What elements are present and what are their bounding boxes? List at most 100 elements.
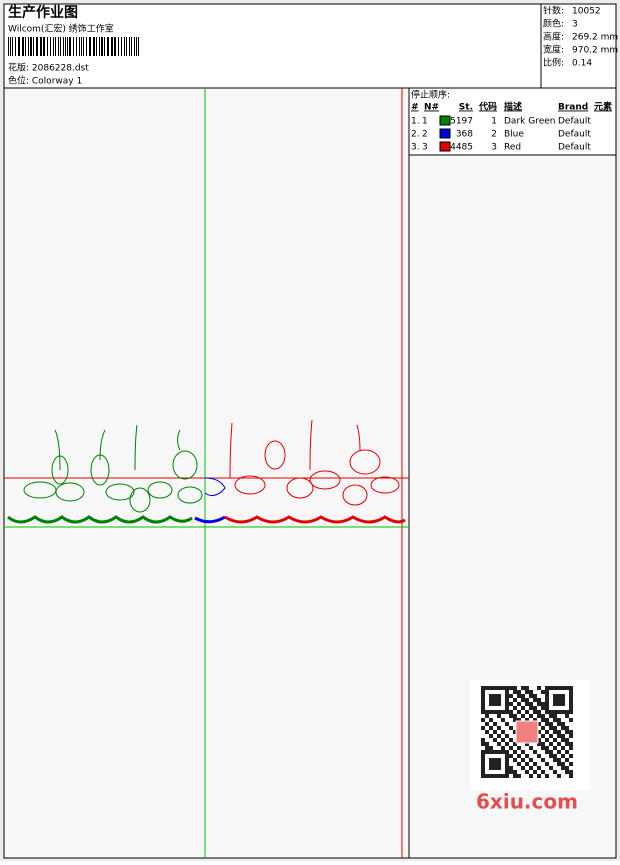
qr-cell — [549, 754, 553, 758]
bar — [50, 37, 51, 56]
qr-cell — [553, 686, 557, 690]
qr-cell — [509, 686, 513, 690]
qr-cell — [497, 742, 501, 746]
qr-cell — [505, 758, 509, 762]
qr-cell — [541, 714, 545, 718]
qr-cell — [513, 718, 517, 722]
qr-cell — [493, 750, 497, 754]
bar — [73, 37, 74, 56]
qr-cell — [517, 746, 521, 750]
qr-cell — [485, 742, 489, 746]
qr-cell — [481, 758, 485, 762]
qr-cell — [501, 750, 505, 754]
qr-cell — [497, 758, 501, 762]
flower — [204, 477, 226, 497]
qr-cell — [525, 702, 529, 706]
qr-cell — [489, 734, 493, 738]
bar — [67, 37, 68, 56]
qr-cell — [505, 766, 509, 770]
column-header: 描述 — [504, 101, 522, 113]
row-index: 3. — [411, 143, 420, 153]
qr-cell — [529, 714, 533, 718]
qr-cell — [537, 754, 541, 758]
qr-cell — [505, 750, 509, 754]
qr-cell — [509, 766, 513, 770]
qr-cell — [557, 686, 561, 690]
qr-cell — [549, 734, 553, 738]
bar — [136, 37, 137, 56]
qr-cell — [485, 710, 489, 714]
row-number: 2 — [422, 130, 428, 140]
bar — [121, 37, 122, 56]
qr-cell — [553, 718, 557, 722]
qr-cell — [569, 730, 573, 734]
bar — [138, 37, 139, 56]
qr-cell — [485, 774, 489, 778]
qr-cell — [545, 738, 549, 742]
qr-cell — [553, 754, 557, 758]
qr-cell — [485, 714, 489, 718]
bar — [86, 37, 87, 56]
qr-cell — [489, 750, 493, 754]
qr-cell — [565, 726, 569, 730]
title: 生产作业图 — [8, 4, 78, 21]
qr-cell — [505, 686, 509, 690]
column-header: 元素 — [594, 101, 612, 113]
qr-cell — [501, 686, 505, 690]
column-header: 代码 — [478, 101, 497, 113]
qr-cell — [493, 694, 497, 698]
qr-cell — [537, 698, 541, 702]
qr-cell — [497, 750, 501, 754]
row-number: 1 — [422, 117, 428, 127]
qr-cell — [481, 762, 485, 766]
bar — [131, 37, 132, 56]
color-swatch — [439, 115, 451, 126]
bar — [28, 37, 29, 56]
qr-cell — [529, 766, 533, 770]
scallop — [224, 515, 406, 524]
bar — [55, 37, 56, 56]
qr-cell — [537, 722, 541, 726]
info-value: 3 — [572, 20, 578, 30]
qr-cell — [569, 774, 573, 778]
qr-cell — [541, 702, 545, 706]
qr-cell — [533, 762, 537, 766]
qr-cell — [565, 738, 569, 742]
qr-cell — [553, 694, 557, 698]
qr-cell — [505, 706, 509, 710]
qr-cell — [481, 726, 485, 730]
qr-cell — [513, 686, 517, 690]
qr-cell — [493, 710, 497, 714]
row-index: 1. — [411, 117, 420, 127]
qr-cell — [557, 734, 561, 738]
qr-cell — [489, 766, 493, 770]
qr-cell — [485, 686, 489, 690]
qr-cell — [529, 706, 533, 710]
qr-cell — [485, 722, 489, 726]
row-index: 2. — [411, 130, 420, 140]
qr-cell — [537, 730, 541, 734]
info-label: 比例: — [543, 57, 564, 69]
qr-cell — [549, 714, 553, 718]
qr-cell — [493, 762, 497, 766]
qr-cell — [561, 686, 565, 690]
qr-cell — [569, 706, 573, 710]
stitches: 368 — [456, 130, 473, 140]
bar — [83, 37, 84, 56]
qr-cell — [565, 758, 569, 762]
qr-cell — [493, 758, 497, 762]
color-table: # N# St. 代码 描述 Brand 元素1. 1 5197 1 Dark Green Defau… — [411, 101, 612, 153]
qr-cell — [517, 694, 521, 698]
qr-cell — [493, 698, 497, 702]
qr-cell — [493, 730, 497, 734]
qr-cell — [489, 746, 493, 750]
qr-cell — [505, 754, 509, 758]
qr-cell — [521, 750, 525, 754]
qr-cell — [557, 694, 561, 698]
qr-cell — [537, 766, 541, 770]
qr-cell — [525, 698, 529, 702]
qr-cell — [545, 694, 549, 698]
qr-cell — [569, 694, 573, 698]
qr-cell — [553, 730, 557, 734]
